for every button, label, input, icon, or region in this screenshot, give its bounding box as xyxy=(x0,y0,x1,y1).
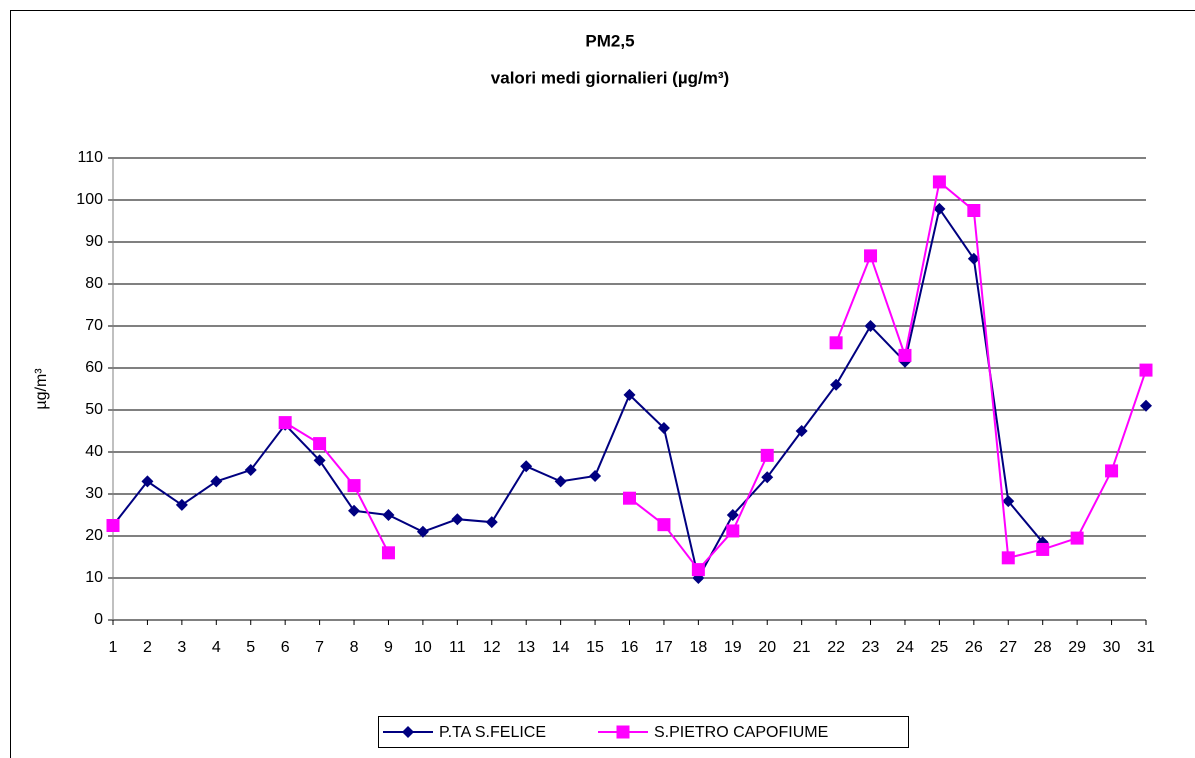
x-tick-label: 3 xyxy=(177,639,186,656)
y-tick-label: 100 xyxy=(76,191,103,208)
marker xyxy=(830,378,843,391)
x-tick-label: 15 xyxy=(586,639,604,656)
marker xyxy=(1139,363,1153,377)
x-tick-label: 11 xyxy=(449,639,466,656)
marker xyxy=(864,249,878,263)
x-tick-label: 27 xyxy=(999,639,1017,656)
x-tick-label: 13 xyxy=(517,639,535,656)
y-tick-label: 50 xyxy=(85,401,103,418)
marker xyxy=(313,454,326,467)
marker xyxy=(761,471,774,484)
marker xyxy=(657,518,671,532)
x-tick-label: 21 xyxy=(793,639,811,656)
y-tick-label: 0 xyxy=(94,611,103,628)
y-tick-label: 30 xyxy=(85,485,103,502)
marker xyxy=(898,348,912,362)
chart-title: PM2,5 xyxy=(585,31,634,50)
marker xyxy=(589,469,602,482)
marker xyxy=(347,479,361,493)
chart-border xyxy=(10,10,1195,758)
legend-label: S.PIETRO CAPOFIUME xyxy=(654,724,828,741)
x-tick-label: 18 xyxy=(689,639,707,656)
marker xyxy=(175,498,188,511)
marker xyxy=(278,416,292,430)
y-tick-label: 70 xyxy=(85,317,103,334)
x-tick-label: 9 xyxy=(384,639,393,656)
x-tick-label: 2 xyxy=(143,639,152,656)
x-tick-label: 20 xyxy=(758,639,776,656)
x-tick-label: 10 xyxy=(414,639,432,656)
x-tick-label: 28 xyxy=(1034,639,1052,656)
y-tick-label: 60 xyxy=(85,359,103,376)
marker xyxy=(381,546,395,560)
marker xyxy=(313,437,327,451)
marker xyxy=(1001,551,1015,565)
x-tick-label: 8 xyxy=(350,639,359,656)
x-tick-label: 30 xyxy=(1103,639,1121,656)
marker xyxy=(932,175,946,189)
y-tick-label: 20 xyxy=(85,527,103,544)
x-tick-label: 1 xyxy=(109,639,118,656)
y-tick-label: 80 xyxy=(85,275,103,292)
marker xyxy=(726,509,739,521)
marker xyxy=(967,204,981,217)
marker xyxy=(829,336,843,350)
x-tick-label: 23 xyxy=(862,639,880,656)
marker xyxy=(616,725,630,739)
x-tick-label: 7 xyxy=(315,639,324,656)
marker xyxy=(402,726,414,738)
marker xyxy=(382,509,395,521)
x-tick-label: 22 xyxy=(827,639,845,656)
marker xyxy=(864,320,877,332)
marker xyxy=(244,464,257,477)
y-axis-label: µg/m³ xyxy=(33,368,50,410)
x-tick-label: 14 xyxy=(552,639,570,656)
marker xyxy=(141,475,154,488)
marker xyxy=(416,525,429,538)
marker xyxy=(967,252,980,265)
marker xyxy=(485,516,498,529)
marker xyxy=(691,563,705,577)
marker xyxy=(348,504,361,517)
x-tick-label: 29 xyxy=(1068,639,1086,656)
marker xyxy=(1070,531,1084,545)
x-tick-label: 5 xyxy=(246,639,255,656)
legend-label: P.TA S.FELICE xyxy=(439,724,546,741)
x-tick-label: 24 xyxy=(896,639,914,656)
marker xyxy=(795,425,808,437)
marker xyxy=(1036,542,1050,556)
marker xyxy=(760,448,774,462)
marker xyxy=(554,475,567,488)
marker xyxy=(210,475,223,488)
marker xyxy=(623,388,636,401)
x-tick-label: 12 xyxy=(483,639,501,656)
x-tick-label: 6 xyxy=(281,639,290,656)
marker xyxy=(933,202,946,215)
x-tick-label: 19 xyxy=(724,639,742,656)
marker xyxy=(726,524,740,538)
y-tick-label: 90 xyxy=(85,233,103,250)
x-tick-label: 25 xyxy=(931,639,949,656)
marker xyxy=(106,519,120,532)
x-tick-label: 16 xyxy=(621,639,639,656)
marker xyxy=(451,513,464,526)
y-tick-label: 10 xyxy=(85,569,103,586)
marker xyxy=(1002,495,1015,508)
x-tick-label: 31 xyxy=(1137,639,1155,656)
y-tick-label: 40 xyxy=(85,443,103,460)
x-tick-label: 26 xyxy=(965,639,983,656)
y-tick-label: 110 xyxy=(77,149,103,166)
marker xyxy=(657,422,670,435)
x-tick-label: 17 xyxy=(655,639,673,656)
marker xyxy=(623,491,636,505)
marker xyxy=(520,460,533,473)
chart-subtitle: valori medi giornalieri (µg/m³) xyxy=(491,68,729,87)
x-tick-label: 4 xyxy=(212,639,221,656)
marker xyxy=(1140,399,1152,412)
marker xyxy=(1105,464,1119,478)
